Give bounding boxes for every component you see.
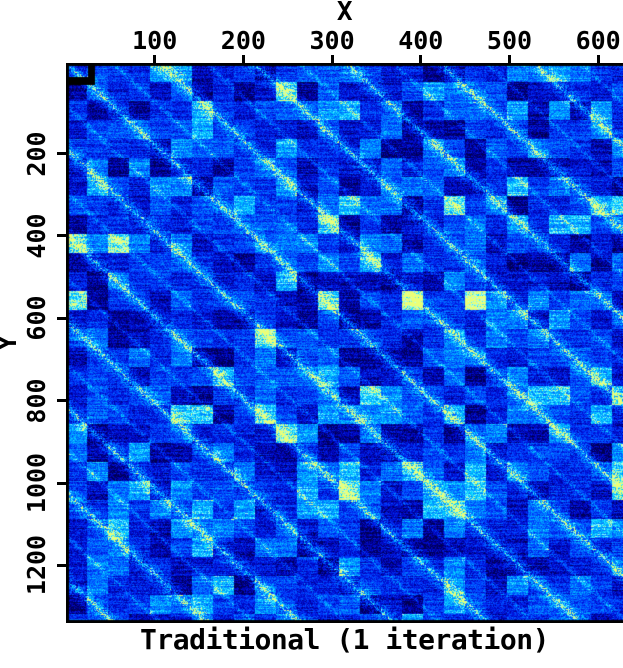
y-tick-mark [57,152,66,156]
y-axis-title: Y [0,303,23,383]
y-tick-mark [57,481,66,485]
x-tick-mark [596,55,600,63]
x-tick-label: 400 [398,26,444,55]
y-tick-mark [57,234,66,238]
y-tick-mark [57,563,66,567]
x-tick-label: 500 [486,26,533,55]
x-tick-label: 300 [309,26,355,55]
x-axis-title: X [336,0,353,27]
y-tick-label: 1200 [22,535,51,596]
y-tick-mark [57,316,66,320]
x-tick-label: 100 [132,26,178,55]
x-tick-mark [241,55,245,63]
y-tick-mark [57,399,66,403]
x-tick-label: 200 [220,26,266,55]
heatmap-plot-area [66,63,623,623]
x-tick-mark [153,55,157,63]
x-tick-mark [330,55,334,63]
x-tick-mark [507,55,511,63]
x-tick-label: 600 [575,26,621,55]
x-tick-mark [419,55,423,63]
figure-caption: Traditional (1 iteration) [140,623,549,656]
